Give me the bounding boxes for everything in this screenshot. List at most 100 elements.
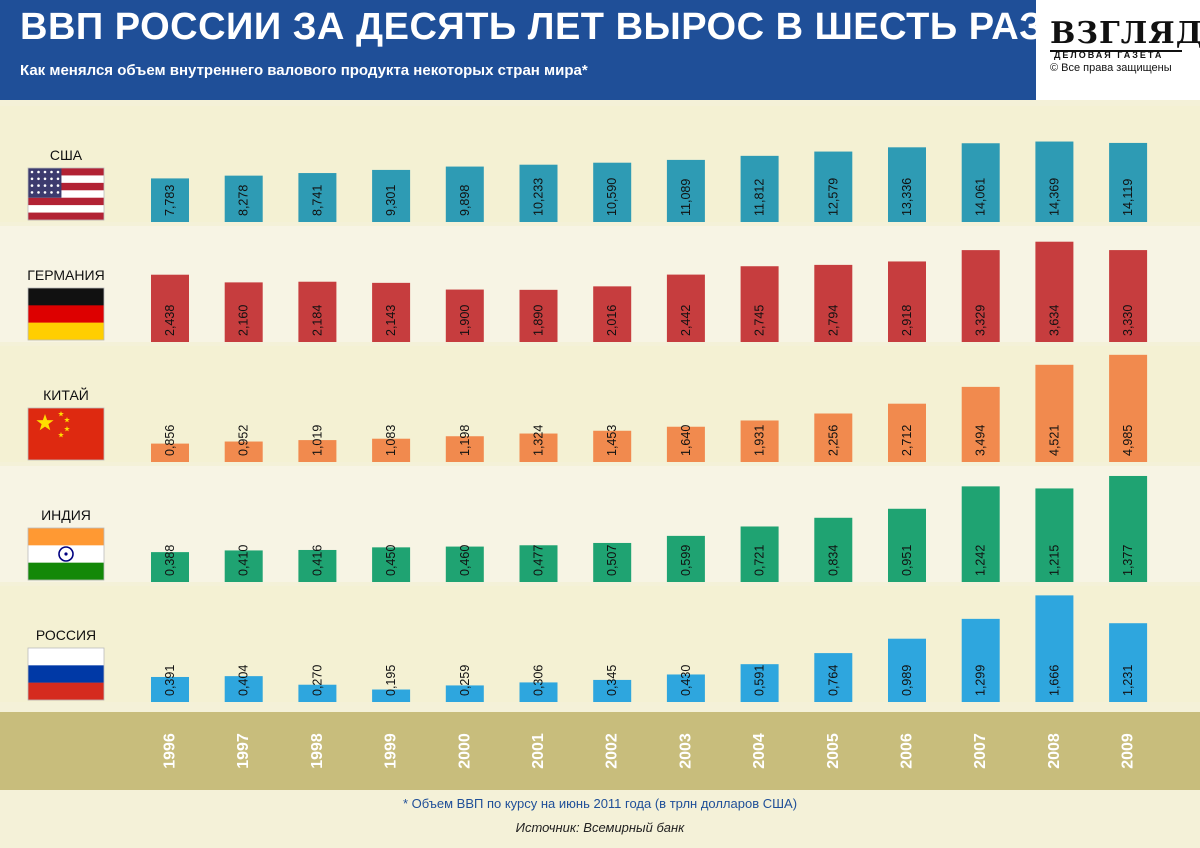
- data-label: 1,666: [1047, 665, 1061, 696]
- data-label: 1,890: [532, 305, 546, 336]
- bar: [593, 679, 632, 702]
- data-label: 14,061: [974, 178, 988, 216]
- bar: [593, 162, 632, 222]
- year-label: 2002: [604, 733, 621, 769]
- bar: [519, 164, 558, 222]
- data-label: 3,634: [1047, 305, 1061, 336]
- year-label: 2004: [751, 733, 768, 769]
- bar: [1109, 623, 1148, 702]
- russia-flag-icon: [27, 647, 105, 701]
- bar: [961, 618, 1000, 702]
- bar: [1035, 141, 1074, 222]
- bar: [814, 413, 853, 462]
- data-label: 0,404: [237, 665, 251, 696]
- bar: [666, 535, 705, 582]
- bar: [961, 486, 1000, 582]
- data-label: 2,256: [826, 425, 840, 456]
- year-label: 2003: [677, 733, 694, 769]
- bar: [814, 517, 853, 582]
- data-label: 2,745: [753, 305, 767, 336]
- bar: [372, 169, 411, 222]
- bar: [814, 653, 853, 702]
- data-label: 0,721: [753, 545, 767, 576]
- data-label: 2,143: [384, 305, 398, 336]
- data-label: 11,089: [679, 179, 693, 216]
- logo-name: ВЗГЛЯД: [1050, 16, 1200, 51]
- bar: [151, 552, 189, 582]
- bar: [151, 274, 189, 342]
- logo-divider: [1050, 50, 1182, 52]
- logo: ВЗГЛЯД ДЕЛОВАЯ ГАЗЕТА © Все права защище…: [1036, 0, 1200, 100]
- bar: [1035, 595, 1074, 702]
- data-label: 0,410: [237, 545, 251, 576]
- year-label: 1999: [383, 733, 400, 769]
- bar: [372, 438, 411, 462]
- data-label: 1,215: [1047, 545, 1061, 576]
- bar: [298, 173, 337, 222]
- bar: [666, 159, 705, 222]
- bar: [888, 638, 926, 702]
- data-label: 0,416: [310, 545, 324, 576]
- data-label: 0,856: [163, 425, 177, 456]
- data-label: 8,741: [310, 185, 324, 216]
- bar: [666, 674, 705, 702]
- bar: [814, 151, 853, 222]
- bar: [593, 286, 632, 342]
- bar: [1035, 364, 1074, 462]
- header: ВВП РОССИИ ЗА ДЕСЯТЬ ЛЕТ ВЫРОС В ШЕСТЬ Р…: [0, 0, 1200, 100]
- bar: [961, 386, 1000, 462]
- data-label: 0,306: [532, 665, 546, 696]
- bar: [740, 420, 779, 462]
- bar: [298, 549, 337, 582]
- data-label: 2,438: [163, 305, 177, 336]
- data-label: 1,640: [679, 425, 693, 456]
- bar: [888, 261, 926, 342]
- bar: [740, 266, 779, 342]
- gdp-chart: США 7,783 8,278 8,741 9,301 9,898 10,233 10,590…: [0, 106, 1200, 790]
- bar: [298, 684, 337, 702]
- data-label: 1,900: [458, 305, 472, 336]
- bar: [666, 274, 705, 342]
- data-label: 7,783: [163, 185, 177, 216]
- year-label: 2009: [1120, 733, 1137, 769]
- data-label: 0,388: [163, 545, 177, 576]
- bar: [519, 682, 558, 702]
- bar: [298, 281, 337, 342]
- bar: [888, 403, 926, 462]
- bar: [740, 664, 779, 702]
- bar: [224, 282, 263, 342]
- data-label: 0,599: [679, 545, 693, 576]
- bar: [961, 143, 1000, 222]
- data-label: 2,016: [605, 305, 619, 336]
- china-flag-icon: [27, 407, 105, 461]
- data-label: 3,330: [1121, 305, 1135, 336]
- country-label: РОССИЯ: [36, 627, 96, 643]
- data-label: 3,494: [974, 425, 988, 456]
- data-label: 1,931: [753, 425, 767, 456]
- data-label: 1,377: [1121, 545, 1135, 576]
- data-label: 0,270: [310, 665, 324, 696]
- data-label: 0,507: [605, 545, 619, 576]
- data-label: 2,442: [679, 305, 693, 336]
- data-label: 0,989: [900, 665, 914, 696]
- bar: [1109, 354, 1148, 462]
- data-label: 10,590: [605, 178, 619, 216]
- bar: [1109, 142, 1148, 222]
- data-label: 4,521: [1047, 425, 1061, 456]
- germany-flag-icon: [27, 287, 105, 341]
- data-label: 2,712: [900, 425, 914, 456]
- bar: [593, 542, 632, 582]
- data-label: 0,450: [384, 545, 398, 576]
- bar: [298, 440, 337, 462]
- bar: [519, 433, 558, 462]
- year-label: 2008: [1046, 733, 1063, 769]
- bar: [151, 676, 189, 702]
- data-label: 1,453: [605, 425, 619, 456]
- bar: [519, 545, 558, 582]
- year-label: 1998: [309, 733, 326, 769]
- bar: [445, 546, 484, 582]
- bar: [1109, 250, 1148, 342]
- bar: [224, 550, 263, 582]
- country-label: США: [50, 147, 83, 163]
- footnote: * Объем ВВП по курсу на июнь 2011 года (…: [402, 796, 798, 811]
